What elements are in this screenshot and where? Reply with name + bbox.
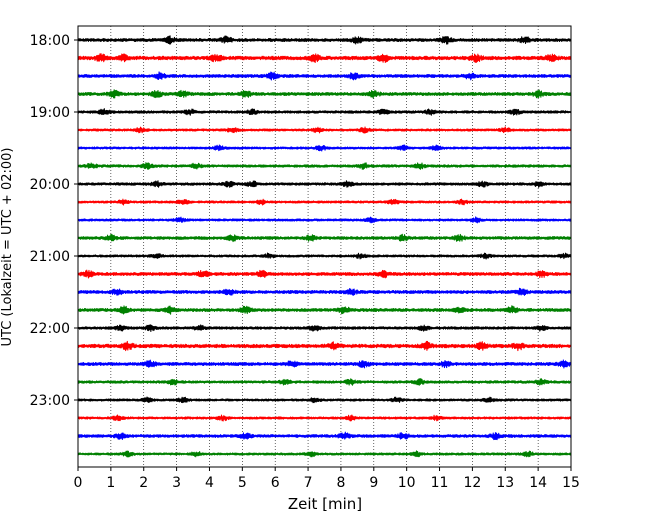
x-tick-label: 1	[106, 475, 115, 491]
x-tick-label: 3	[172, 475, 181, 491]
trace-line	[77, 287, 572, 296]
trace-line	[77, 198, 572, 206]
trace-line	[77, 378, 572, 386]
x-axis: 0 1 2 3 4 5 6 7 8 9 10 11 12 13 14 15	[74, 467, 580, 491]
y-tick-label: 23:00	[30, 393, 70, 409]
y-axis-title: UTC (Lokalzeit = UTC + 02:00)	[0, 148, 15, 347]
trace-group	[77, 35, 572, 458]
trace-line	[77, 340, 572, 352]
trace-line	[77, 216, 572, 224]
x-tick-label: 8	[336, 475, 345, 491]
y-tick-label: 19:00	[30, 105, 70, 121]
y-axis: 18:00 19:00 20:00 21:00 22:00 23:00	[30, 33, 78, 409]
x-tick-label: 10	[398, 475, 416, 491]
y-tick-label: 18:00	[30, 33, 70, 49]
x-tick-label: 12	[463, 475, 481, 491]
x-tick-label: 6	[271, 475, 280, 491]
x-tick-label: 4	[205, 475, 214, 491]
trace-line	[77, 180, 572, 188]
trace-line	[77, 71, 572, 81]
trace-line	[77, 396, 572, 404]
trace-line	[77, 126, 572, 134]
trace-line	[77, 431, 572, 441]
x-tick-label: 11	[431, 475, 449, 491]
y-tick-label: 21:00	[30, 249, 70, 265]
x-tick-label: 0	[74, 475, 83, 491]
trace-line	[77, 305, 572, 315]
trace-line	[77, 35, 572, 45]
x-tick-label: 15	[562, 475, 580, 491]
x-axis-title: Zeit [min]	[288, 495, 362, 513]
trace-line	[77, 450, 572, 458]
x-tick-label: 7	[304, 475, 313, 491]
trace-line	[77, 269, 572, 279]
trace-line	[77, 233, 572, 243]
trace-line	[77, 89, 572, 99]
trace-line	[77, 162, 572, 170]
x-tick-label: 9	[369, 475, 378, 491]
trace-line	[77, 359, 572, 369]
x-tick-label: 14	[529, 475, 547, 491]
trace-line	[77, 108, 572, 116]
x-tick-label: 5	[238, 475, 247, 491]
y-tick-label: 22:00	[30, 321, 70, 337]
trace-line	[77, 53, 572, 64]
trace-line	[77, 414, 572, 422]
trace-line	[77, 144, 572, 152]
plot-frame	[77, 25, 572, 468]
x-tick-label: 2	[139, 475, 148, 491]
x-tick-label: 13	[496, 475, 514, 491]
trace-line	[77, 252, 572, 260]
y-tick-label: 20:00	[30, 177, 70, 193]
trace-line	[77, 324, 572, 332]
